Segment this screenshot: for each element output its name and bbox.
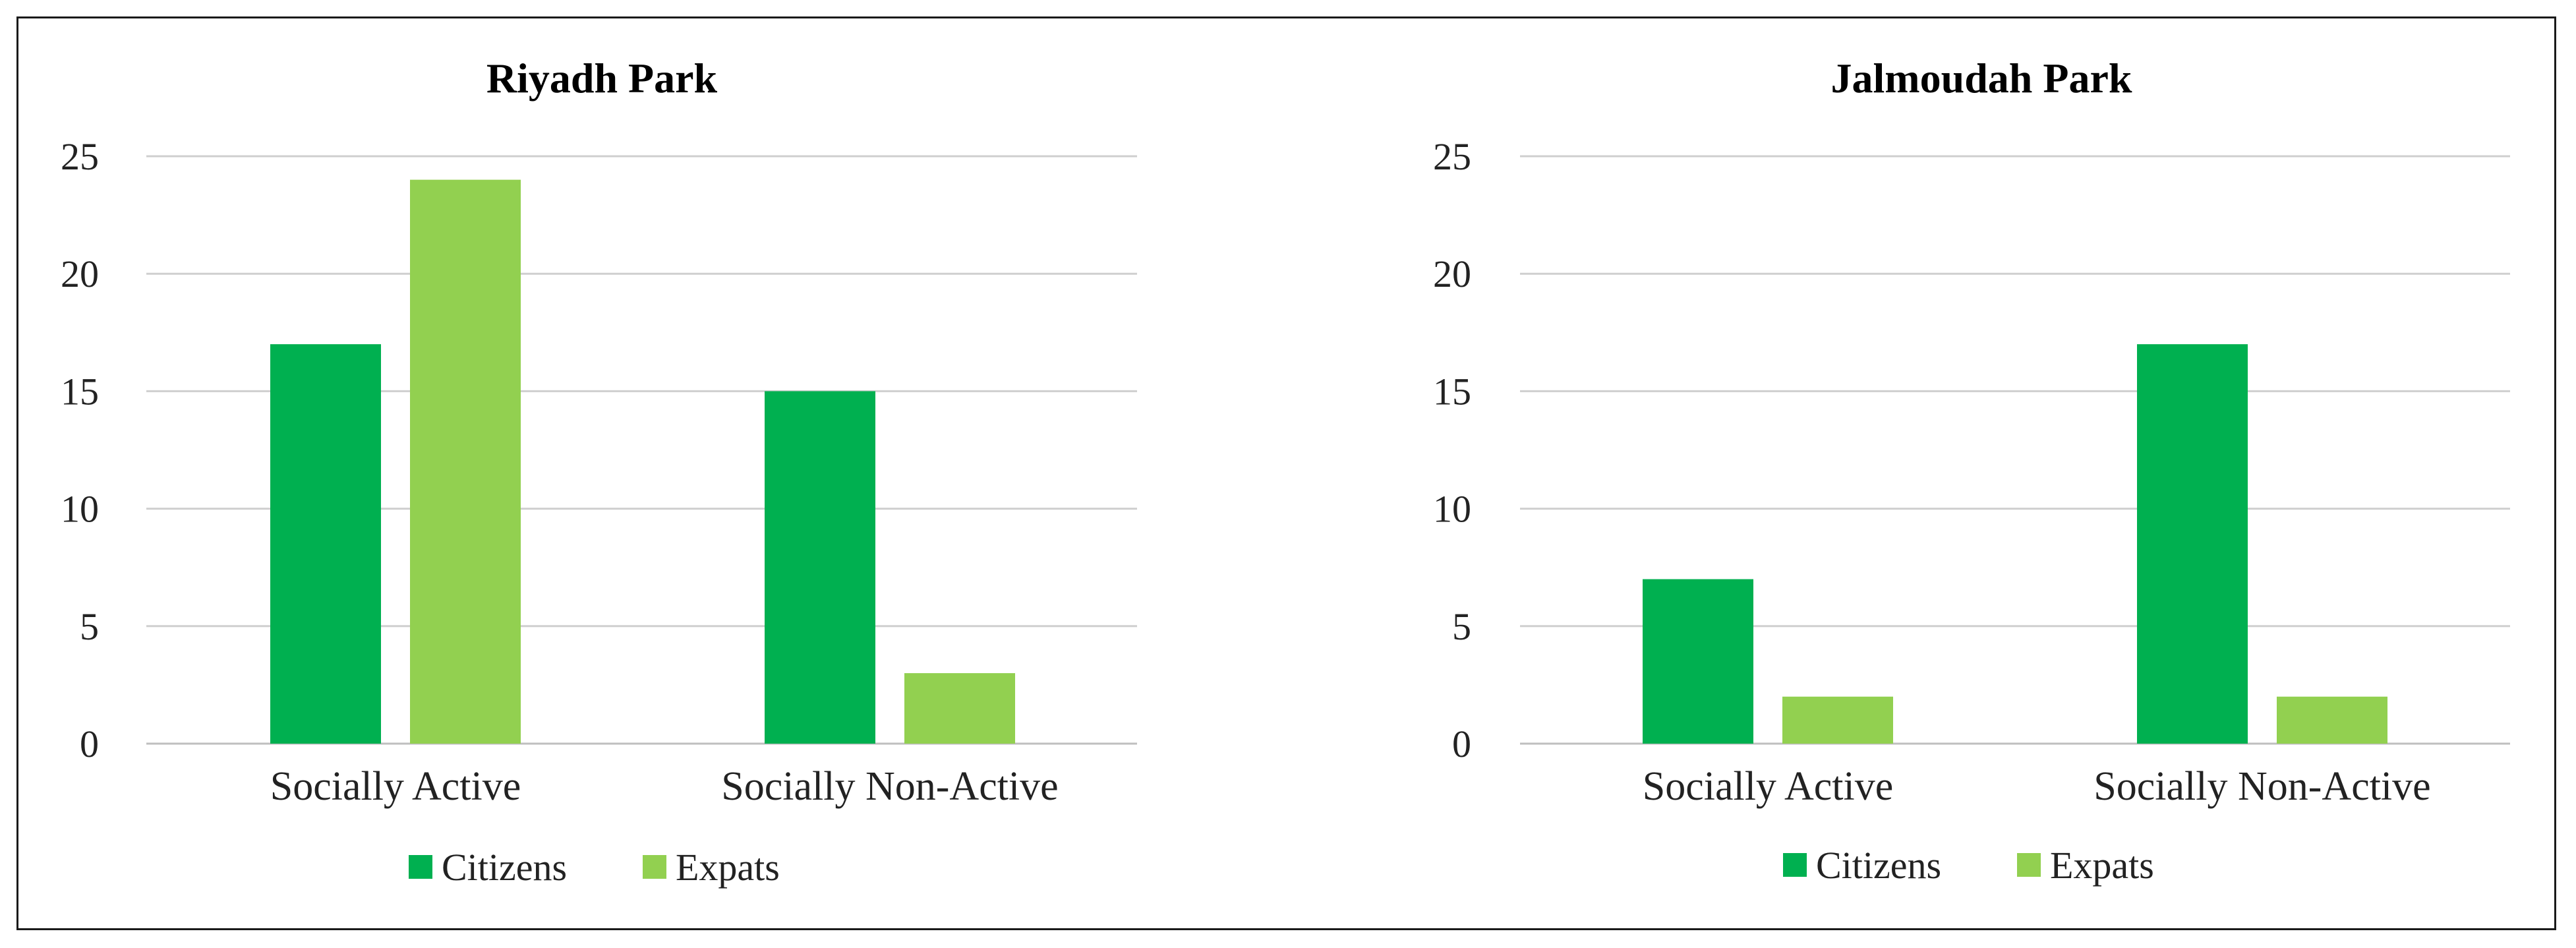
bar-expats-socially-active xyxy=(410,179,521,744)
bar-expats-socially-non-active xyxy=(904,673,1015,744)
y-tick-label: 20 xyxy=(1433,252,1471,295)
chart-jalmoudah-park: Jalmoudah Park 0 5 10 15 20 25 Socially … xyxy=(1433,55,2510,887)
legend-label: Citizens xyxy=(1816,844,1941,887)
legend: Citizens Expats xyxy=(1783,844,2154,887)
legend: Citizens Expats xyxy=(409,846,780,889)
chart-title: Jalmoudah Park xyxy=(1831,55,2132,102)
legend-label: Citizens xyxy=(442,846,567,889)
bar-citizens-socially-active xyxy=(1643,579,1753,744)
y-tick-label: 15 xyxy=(61,370,99,413)
bar-citizens-socially-non-active xyxy=(765,391,875,744)
bar-layer xyxy=(270,179,1015,744)
y-tick-label: 10 xyxy=(1433,488,1471,531)
bar-expats-socially-active xyxy=(1782,696,1893,744)
y-tick-label: 0 xyxy=(1452,723,1471,765)
legend-swatch-citizens xyxy=(409,855,432,879)
bar-citizens-socially-non-active xyxy=(2137,344,2248,744)
y-tick-label: 5 xyxy=(1452,605,1471,648)
x-axis: Socially Active Socially Non-Active xyxy=(1643,764,2431,809)
bar-expats-socially-non-active xyxy=(2277,696,2387,744)
y-tick-label: 5 xyxy=(80,605,99,648)
x-category-label: Socially Non-Active xyxy=(2093,764,2430,809)
y-axis: 0 5 10 15 20 25 xyxy=(61,135,99,765)
x-category-label: Socially Active xyxy=(270,764,521,809)
x-axis: Socially Active Socially Non-Active xyxy=(270,764,1059,809)
legend-label: Expats xyxy=(676,846,780,889)
legend-label: Expats xyxy=(2050,844,2154,887)
y-tick-label: 25 xyxy=(1433,135,1471,178)
y-tick-label: 10 xyxy=(61,488,99,531)
y-tick-label: 25 xyxy=(61,135,99,178)
chart-title: Riyadh Park xyxy=(486,55,718,102)
x-category-label: Socially Active xyxy=(1643,764,1894,809)
legend-swatch-expats xyxy=(2017,853,2041,877)
y-axis: 0 5 10 15 20 25 xyxy=(1433,135,1471,765)
y-tick-label: 0 xyxy=(80,723,99,765)
legend-swatch-expats xyxy=(643,855,666,879)
legend-swatch-citizens xyxy=(1783,853,1807,877)
bar-layer xyxy=(1643,344,2387,744)
x-category-label: Socially Non-Active xyxy=(721,764,1058,809)
chart-riyadh-park: Riyadh Park 0 5 10 15 20 25 Socially Act… xyxy=(61,55,1137,889)
y-tick-label: 15 xyxy=(1433,370,1471,413)
bar-citizens-socially-active xyxy=(270,344,381,744)
y-tick-label: 20 xyxy=(61,252,99,295)
